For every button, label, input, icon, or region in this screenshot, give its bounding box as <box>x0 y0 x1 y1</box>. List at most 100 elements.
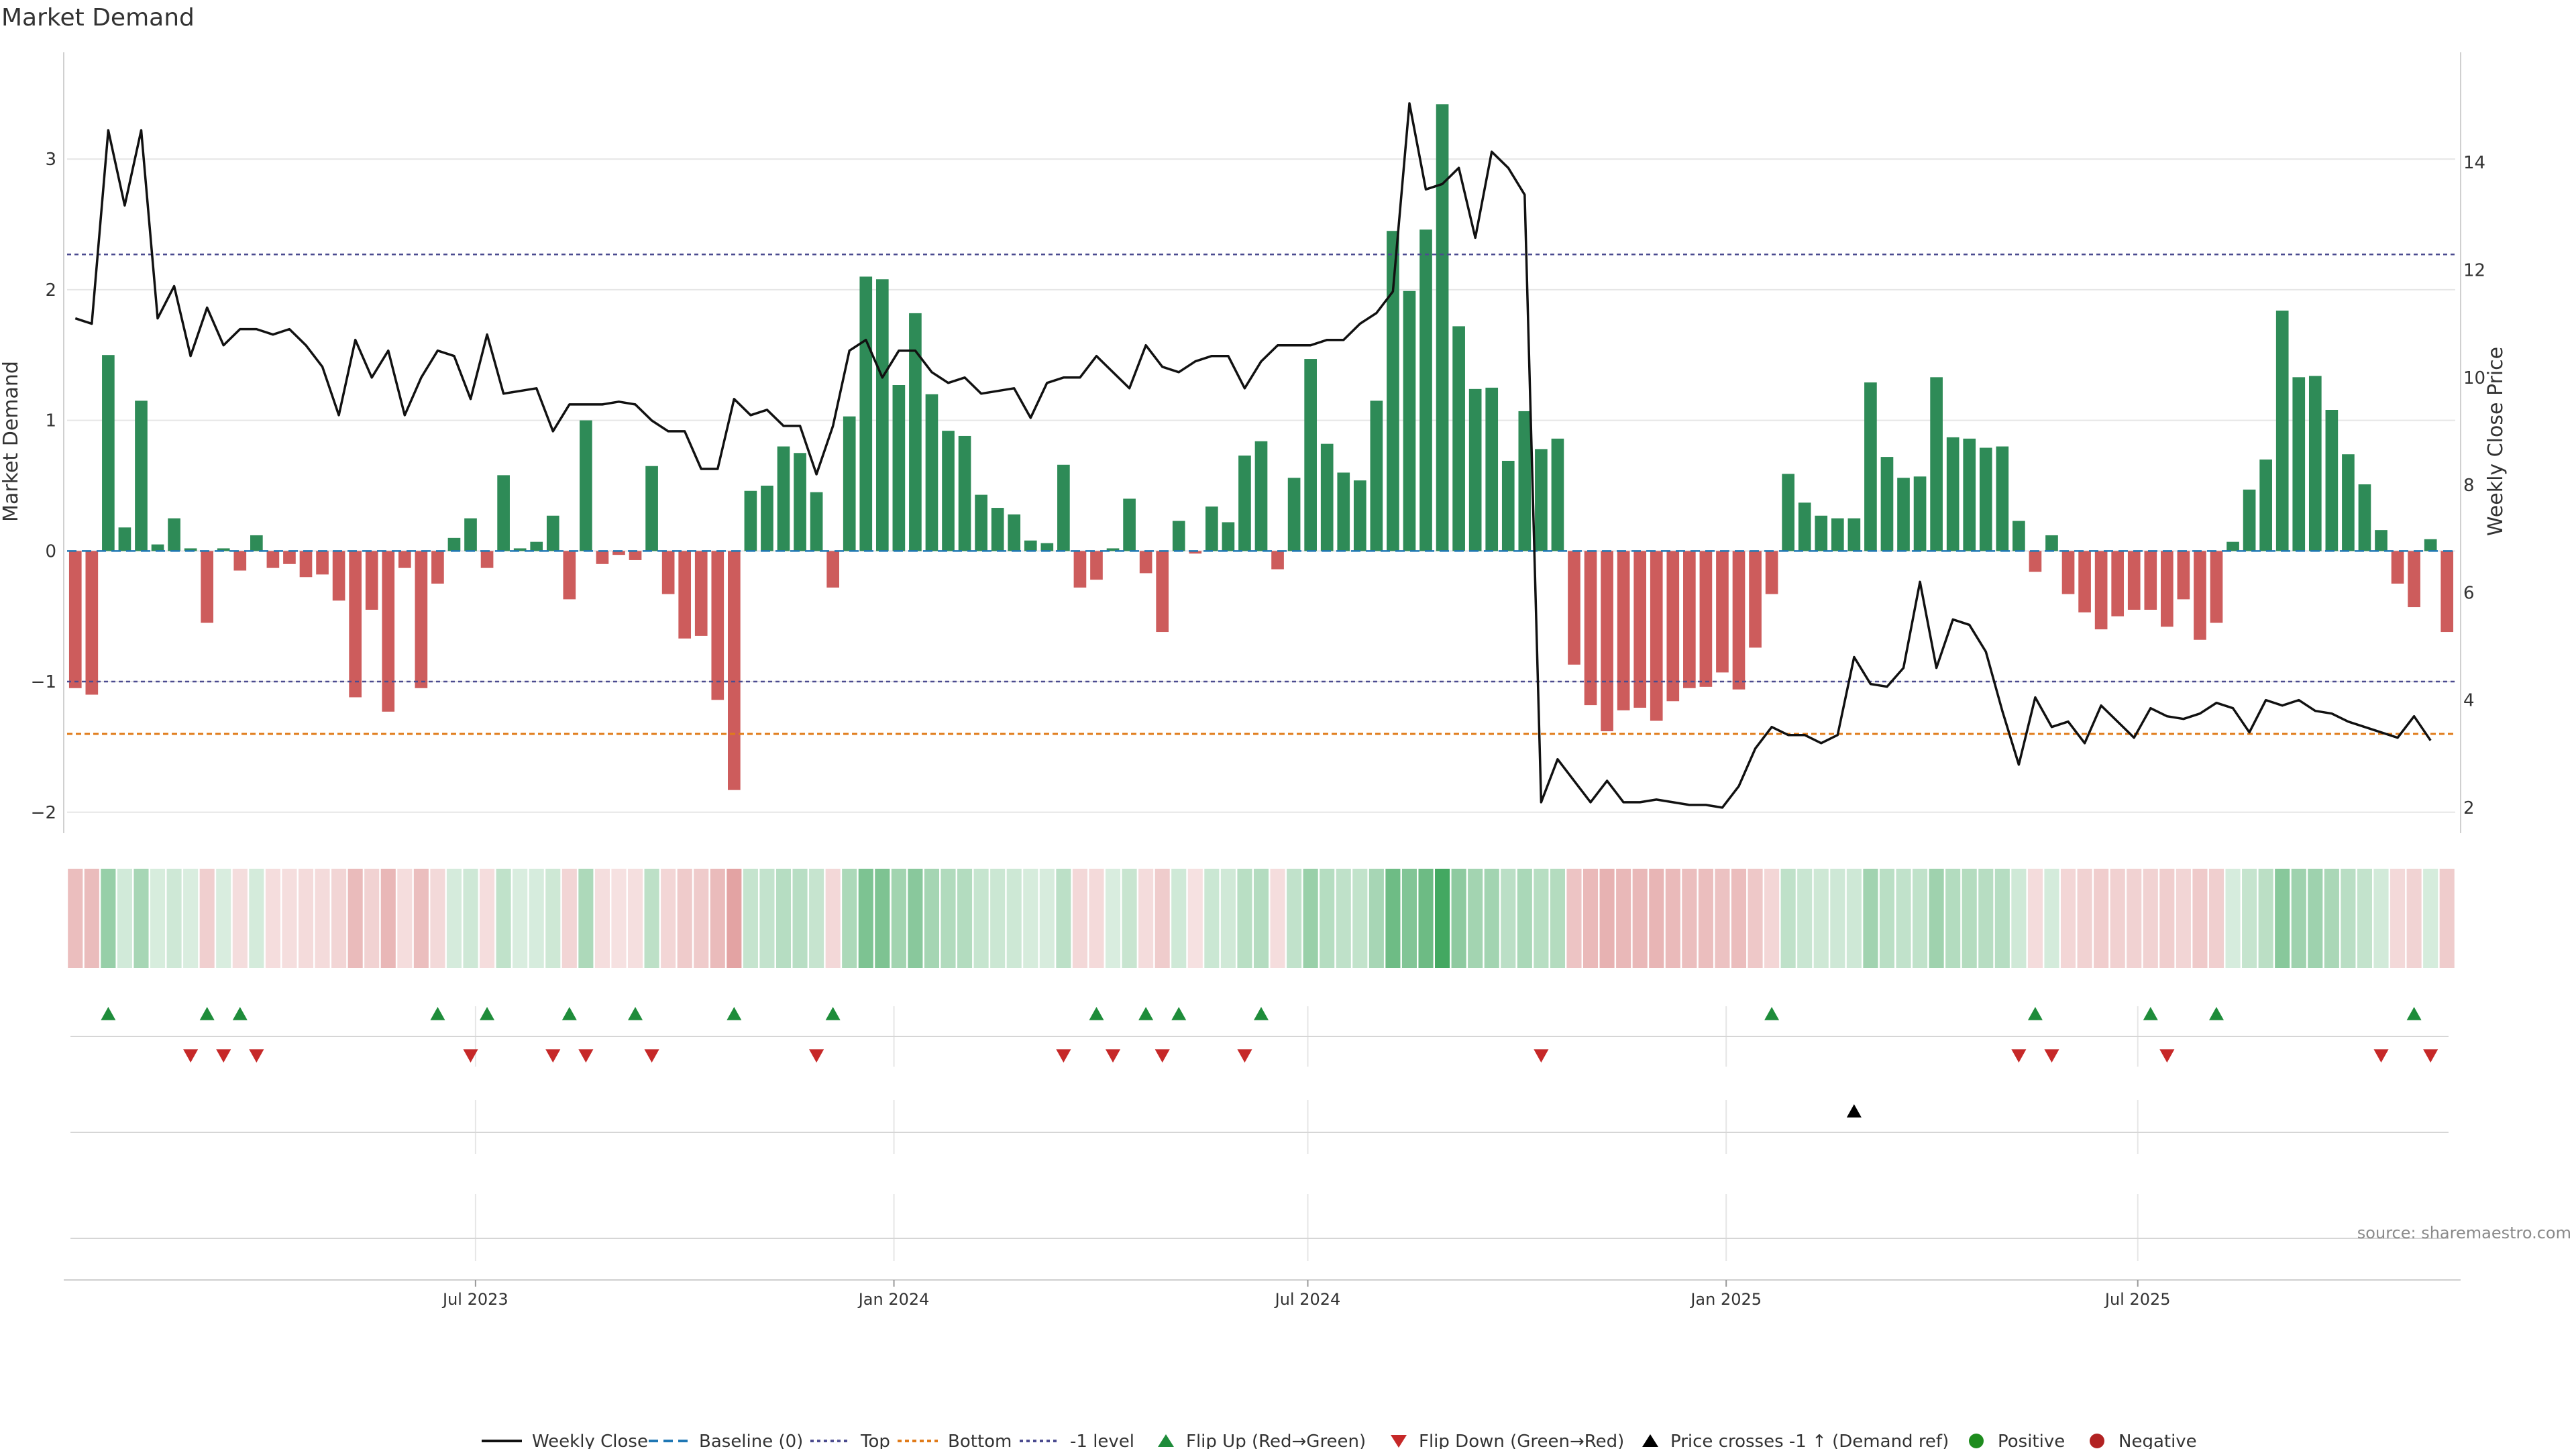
demand-bar-negative <box>2391 551 2404 584</box>
heat-cell <box>941 869 956 968</box>
heat-cell <box>694 869 709 968</box>
legend-label: Positive <box>1998 1432 2065 1449</box>
y-tick-label: 2 <box>45 280 56 301</box>
y2-tick-label: 10 <box>2463 368 2485 388</box>
heat-cell <box>957 869 973 968</box>
demand-bar-positive <box>497 475 510 551</box>
demand-bar-negative <box>431 551 444 584</box>
heat-cell <box>775 869 792 968</box>
heat-cell <box>1599 869 1615 968</box>
demand-bar-negative <box>349 551 362 698</box>
demand-bar-positive <box>761 485 773 551</box>
heat-cell <box>249 869 264 968</box>
heat-cell <box>1204 869 1220 968</box>
x-tick-label: Jul 2025 <box>2104 1290 2171 1309</box>
legend-weekly-close: Weekly Close <box>482 1432 648 1449</box>
heat-cell <box>2324 869 2339 968</box>
heat-cell <box>727 869 742 968</box>
heat-cell <box>84 869 99 968</box>
demand-bar-positive <box>1815 515 1828 551</box>
legend: Weekly Close Baseline (0) Top Bottom -1 leve… <box>482 1432 2197 1449</box>
demand-bar-positive <box>217 548 230 551</box>
heat-cell <box>1039 869 1055 968</box>
demand-bar-positive <box>991 508 1004 551</box>
demand-bar-negative <box>1650 551 1663 721</box>
heat-cell <box>2439 869 2455 968</box>
heat-cell <box>1352 869 1368 968</box>
demand-bar-positive <box>1501 460 1515 551</box>
demand-bar-negative <box>1601 551 1613 732</box>
flip-down-marker <box>545 1049 561 1063</box>
x-tick-label: Jan 2025 <box>1689 1290 1762 1309</box>
heat-cell <box>1813 869 1829 968</box>
heat-cell <box>1138 869 1154 968</box>
heat-cell <box>1072 869 1087 968</box>
flip-down-marker <box>1534 1049 1549 1063</box>
legend-label: Flip Down (Green→Red) <box>1419 1432 1624 1449</box>
legend-swatch-dot <box>2090 1434 2104 1448</box>
flip-up-marker <box>2406 1007 2422 1020</box>
demand-bars <box>68 104 2454 790</box>
flip-down-marker <box>2373 1049 2389 1063</box>
legend-price-cross: Price crosses -1 ↑ (Demand ref) <box>1642 1432 1949 1449</box>
heat-cell <box>2110 869 2125 968</box>
heat-cell <box>809 869 824 968</box>
demand-bar-negative <box>629 551 642 560</box>
demand-bar-negative <box>2210 551 2223 623</box>
demand-bar-positive <box>1353 480 1366 551</box>
heat-cell <box>446 869 462 968</box>
heat-cell <box>1089 869 1104 968</box>
price-cross-marker <box>1846 1104 1862 1118</box>
heat-cell <box>216 869 231 968</box>
demand-bar-negative <box>85 551 99 695</box>
heat-cell <box>1929 869 1944 968</box>
heat-cell <box>2357 869 2373 968</box>
flip-up-marker <box>1138 1007 1154 1020</box>
demand-bar-positive <box>1535 449 1548 551</box>
heat-cell <box>480 869 495 968</box>
reference-lines <box>67 254 2455 735</box>
heat-cell <box>331 869 347 968</box>
legend-flip-up: Flip Up (Red→Green) <box>1158 1432 1366 1449</box>
demand-bar-positive <box>1238 455 1251 551</box>
heat-cell <box>2291 869 2306 968</box>
demand-bar-negative <box>1716 551 1729 673</box>
heat-cell <box>924 869 940 968</box>
demand-bar-positive <box>1831 518 1844 551</box>
demand-bar-negative <box>728 551 741 790</box>
legend-negative: Negative <box>2090 1432 2197 1449</box>
y2-tick-label: 8 <box>2463 476 2475 496</box>
flip-up-marker <box>199 1007 215 1020</box>
heat-cell <box>1287 869 1302 968</box>
heat-cell <box>166 869 182 968</box>
flip-up-marker <box>232 1007 248 1020</box>
demand-bar-positive <box>1452 326 1465 551</box>
demand-bar-negative <box>1139 551 1152 574</box>
flip-down-marker <box>216 1049 231 1063</box>
heat-cell <box>2077 869 2092 968</box>
heat-cell <box>2027 869 2043 968</box>
heat-cell <box>1435 869 1450 968</box>
legend-bottom: Bottom <box>898 1432 1012 1449</box>
heat-cell <box>265 869 280 968</box>
demand-bar-negative <box>1156 551 1169 633</box>
demand-bar-positive <box>1008 514 1021 551</box>
heat-cell <box>1748 869 1763 968</box>
demand-bar-positive <box>1304 359 1317 551</box>
demand-bar-positive <box>1057 464 1070 551</box>
flip-down-marker <box>1056 1049 1071 1063</box>
demand-bar-positive <box>135 400 148 551</box>
heat-cell <box>347 869 363 968</box>
demand-bar-negative <box>382 551 395 712</box>
legend-baseline: Baseline (0) <box>649 1432 803 1449</box>
demand-bar-negative <box>233 551 247 571</box>
legend-flip-down: Flip Down (Green→Red) <box>1391 1432 1624 1449</box>
heat-cell <box>68 869 83 968</box>
heat-cell <box>611 869 627 968</box>
heat-cell <box>1220 869 1236 968</box>
legend-label: Flip Up (Red→Green) <box>1186 1432 1366 1449</box>
heat-cell <box>2011 869 2027 968</box>
demand-bar-negative <box>332 551 345 601</box>
demand-bar-negative <box>1189 551 1202 554</box>
demand-bar-positive <box>1897 478 1910 551</box>
